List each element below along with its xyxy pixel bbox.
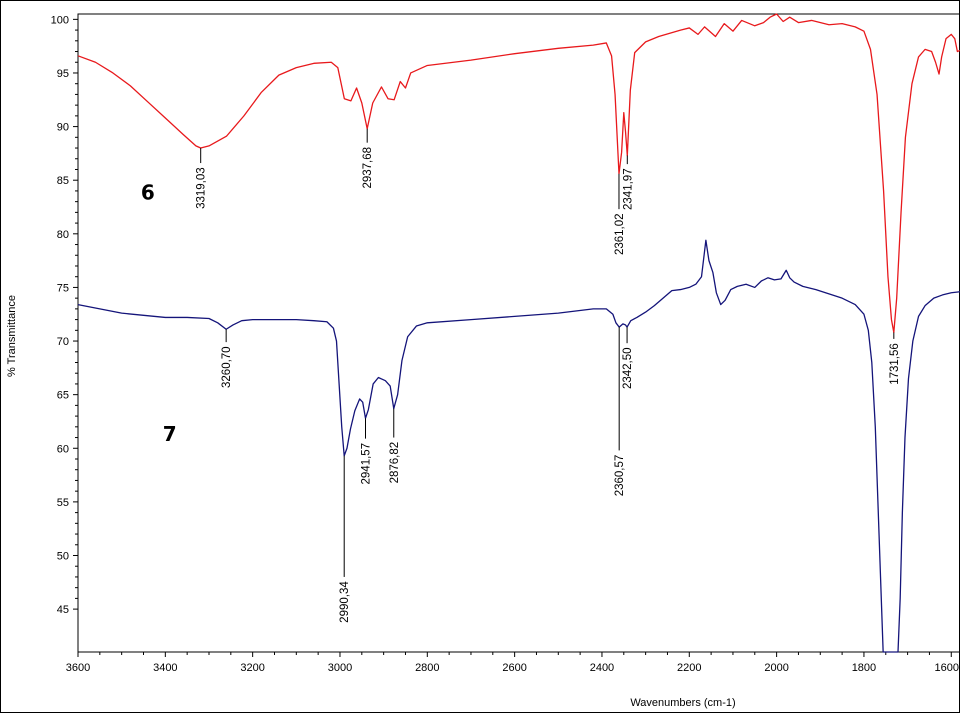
x-tick-label: 3400 bbox=[153, 662, 177, 674]
peak-label: 2361,02 bbox=[614, 213, 626, 255]
y-tick-label: 75 bbox=[57, 282, 69, 294]
sample-labels: 67 bbox=[141, 181, 177, 446]
x-tick-label: 1800 bbox=[852, 662, 876, 674]
peak-label: 2990,34 bbox=[339, 581, 351, 623]
x-tick-label: 2200 bbox=[677, 662, 701, 674]
y-axis: 45 50 55 60 65 70 75 80 85 90 95 100 bbox=[51, 14, 78, 616]
x-axis-title: Wavenumbers (cm-1) bbox=[630, 697, 735, 709]
x-tick-label: 2400 bbox=[590, 662, 614, 674]
y-tick-label: 45 bbox=[57, 604, 69, 616]
peak-label: 3319,03 bbox=[196, 167, 208, 209]
series-line-6 bbox=[77, 13, 960, 334]
peak-label: 2941,57 bbox=[360, 443, 372, 485]
series-layer bbox=[77, 13, 960, 653]
peak-label: 2360,57 bbox=[614, 455, 626, 497]
x-axis: 3600 3400 3200 3000 2800 2600 2400 2200 2000 1800… bbox=[66, 652, 959, 674]
y-tick-label: 60 bbox=[57, 443, 69, 455]
x-tick-label: 1600 bbox=[935, 662, 959, 674]
plot-area-frame bbox=[77, 13, 960, 653]
y-axis-title: % Transmittance bbox=[6, 295, 18, 377]
y-tick-label: 65 bbox=[57, 390, 69, 402]
peak-label: 1731,56 bbox=[889, 343, 901, 385]
peak-annotations: 3319,03 2937,68 2361,02 2341,97 1731,56 3260,… bbox=[196, 128, 901, 623]
peak-label: 2937,68 bbox=[362, 147, 374, 189]
x-tick-label: 2000 bbox=[764, 662, 788, 674]
y-tick-label: 70 bbox=[57, 336, 69, 348]
peak-label: 2341,97 bbox=[622, 168, 634, 210]
y-tick-label: 80 bbox=[57, 229, 69, 241]
peak-label: 2876,82 bbox=[389, 442, 401, 484]
y-tick-label: 100 bbox=[51, 14, 69, 26]
y-tick-label: 50 bbox=[57, 550, 69, 562]
y-tick-label: 95 bbox=[57, 68, 69, 80]
y-tick-label: 55 bbox=[57, 497, 69, 509]
x-tick-label: 2600 bbox=[502, 662, 526, 674]
sample-label-7: 7 bbox=[163, 422, 177, 446]
peak-label: 2342,50 bbox=[622, 347, 634, 389]
x-tick-label: 2800 bbox=[415, 662, 439, 674]
sample-label-6: 6 bbox=[141, 181, 155, 205]
x-tick-label: 3600 bbox=[66, 662, 90, 674]
y-tick-label: 85 bbox=[57, 175, 69, 187]
x-tick-label: 3200 bbox=[240, 662, 264, 674]
peak-label: 3260,70 bbox=[221, 346, 233, 388]
series-line-7 bbox=[77, 239, 960, 653]
x-tick-label: 3000 bbox=[328, 662, 352, 674]
y-tick-label: 90 bbox=[57, 122, 69, 134]
